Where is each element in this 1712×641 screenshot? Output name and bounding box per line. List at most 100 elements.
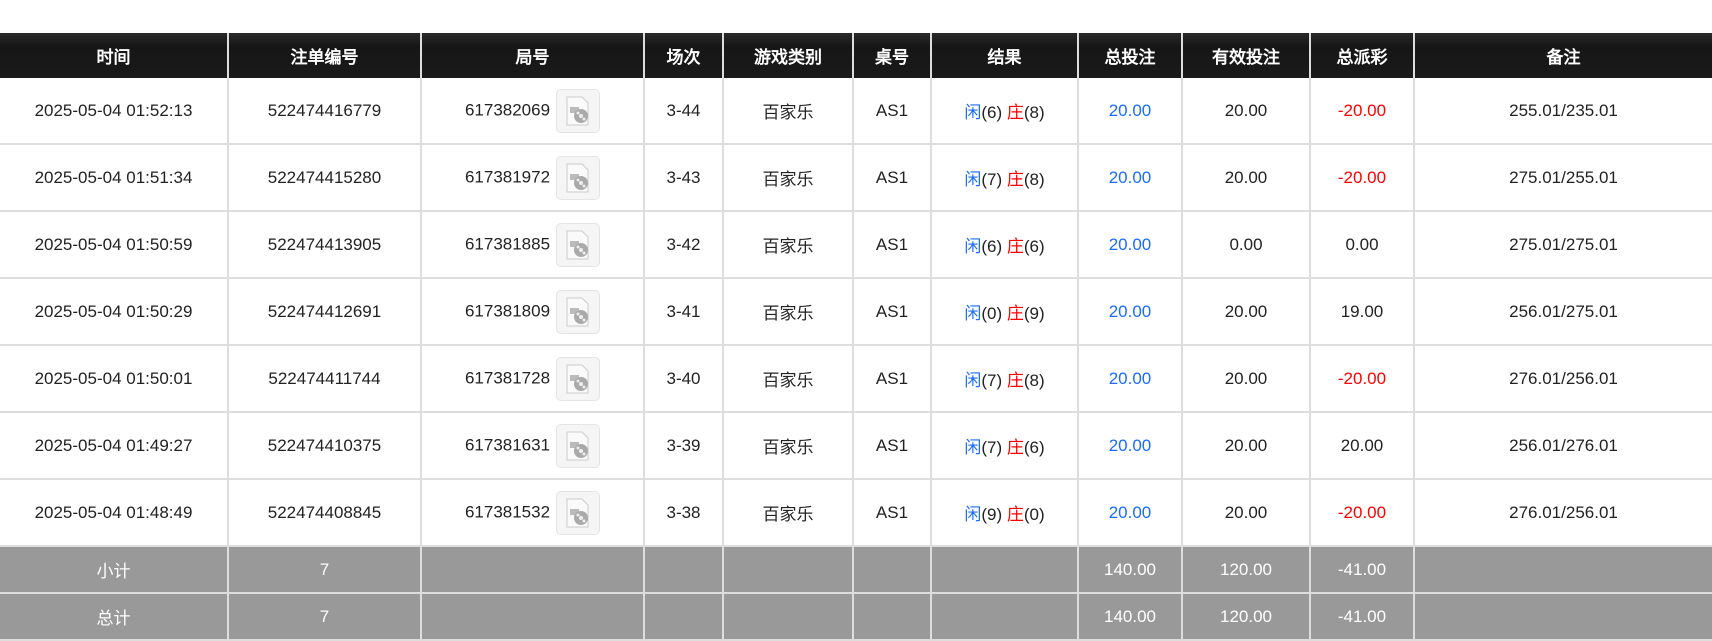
banker-score: (6) [1023,237,1045,256]
cell-total-bet: 20.00 [1077,278,1182,346]
cell-time: 2025-05-04 01:52:13 [0,78,228,145]
player-score: (9) [981,505,1003,524]
player-label: 闲 [964,505,982,524]
bet-history-table: 时间 注单编号 局号 场次 游戏类别 桌号 结果 总投注 有效投注 总派彩 备注 2025-05-0… [0,33,1712,641]
cell-shoe: 3-43 [643,144,723,212]
player-label: 闲 [964,438,982,457]
empty-cell [420,593,644,641]
player-score: (6) [981,103,1003,122]
empty-cell [852,593,931,641]
cell-shoe: 3-40 [643,345,723,413]
cell-game-type: 百家乐 [722,479,853,547]
video-file-icon[interactable] [556,222,601,267]
cell-result: 闲(9) 庄(0) [930,479,1078,547]
header-shoe: 场次 [643,33,723,78]
cell-game-type: 百家乐 [722,278,853,346]
cell-time: 2025-05-04 01:50:01 [0,345,228,413]
cell-time: 2025-05-04 01:48:49 [0,479,228,547]
total-total-bet: 140.00 [1077,593,1182,641]
video-file-icon[interactable] [556,423,601,468]
subtotal-payout: -41.00 [1309,546,1414,594]
header-result: 结果 [930,33,1078,78]
cell-time: 2025-05-04 01:51:34 [0,144,228,212]
video-file-icon[interactable] [556,88,601,133]
video-file-icon[interactable] [556,490,601,535]
round-number: 617381728 [464,367,551,387]
cell-round: 617381972 [420,144,644,212]
empty-cell [643,546,723,594]
cell-bet-id: 522474413905 [227,211,421,279]
cell-total-bet: 20.00 [1077,211,1182,279]
cell-bet-id: 522474415280 [227,144,421,212]
round-number: 617381631 [464,434,551,454]
cell-result: 闲(6) 庄(6) [930,211,1078,279]
cell-valid-bet: 20.00 [1181,78,1310,145]
cell-table-no: AS1 [852,278,931,346]
cell-result: 闲(6) 庄(8) [930,78,1078,145]
banker-score: (6) [1023,438,1045,457]
player-label: 闲 [964,170,982,189]
cell-payout: 20.00 [1309,412,1414,480]
player-label: 闲 [964,103,982,122]
subtotal-count: 7 [227,546,421,594]
player-score: (6) [981,237,1003,256]
player-label: 闲 [964,304,982,323]
cell-time: 2025-05-04 01:49:27 [0,412,228,480]
round-number: 617381532 [464,501,551,521]
header-table-no: 桌号 [852,33,931,78]
cell-bet-id: 522474408845 [227,479,421,547]
video-file-icon[interactable] [556,356,601,401]
banker-label: 庄 [1006,103,1024,122]
cell-total-bet: 20.00 [1077,479,1182,547]
cell-result: 闲(7) 庄(8) [930,345,1078,413]
cell-valid-bet: 20.00 [1181,345,1310,413]
cell-total-bet: 20.00 [1077,144,1182,212]
table-row: 2025-05-04 01:50:01 522474411744 6173817… [0,345,1712,413]
total-label: 总计 [0,593,228,641]
cell-payout: -20.00 [1309,78,1414,145]
cell-bet-id: 522474410375 [227,412,421,480]
cell-bet-id: 522474411744 [227,345,421,413]
video-file-icon[interactable] [556,155,601,200]
cell-result: 闲(0) 庄(9) [930,278,1078,346]
cell-game-type: 百家乐 [722,78,853,145]
banker-score: (9) [1023,304,1045,323]
total-count: 7 [227,593,421,641]
cell-table-no: AS1 [852,412,931,480]
banker-label: 庄 [1006,371,1024,390]
cell-shoe: 3-42 [643,211,723,279]
header-total-bet: 总投注 [1077,33,1182,78]
total-row: 总计 7 140.00 120.00 -41.00 [0,593,1712,641]
cell-valid-bet: 20.00 [1181,144,1310,212]
cell-round: 617381885 [420,211,644,279]
table-row: 2025-05-04 01:51:34 522474415280 6173819… [0,144,1712,212]
cell-valid-bet: 20.00 [1181,412,1310,480]
cell-valid-bet: 20.00 [1181,479,1310,547]
cell-result: 闲(7) 庄(6) [930,412,1078,480]
cell-round: 617381631 [420,412,644,480]
empty-cell [1413,593,1712,641]
cell-payout: 19.00 [1309,278,1414,346]
empty-cell [930,593,1078,641]
player-score: (7) [981,371,1003,390]
total-valid-bet: 120.00 [1181,593,1310,641]
table-row: 2025-05-04 01:50:59 522474413905 6173818… [0,211,1712,279]
cell-payout: 0.00 [1309,211,1414,279]
empty-cell [930,546,1078,594]
subtotal-total-bet: 140.00 [1077,546,1182,594]
cell-round: 617381728 [420,345,644,413]
cell-game-type: 百家乐 [722,211,853,279]
subtotal-valid-bet: 120.00 [1181,546,1310,594]
player-score: (0) [981,304,1003,323]
subtotal-row: 小计 7 140.00 120.00 -41.00 [0,546,1712,594]
video-file-icon[interactable] [556,289,601,334]
cell-total-bet: 20.00 [1077,78,1182,145]
total-payout: -41.00 [1309,593,1414,641]
banker-score: (8) [1023,103,1045,122]
player-label: 闲 [964,237,982,256]
cell-game-type: 百家乐 [722,412,853,480]
cell-table-no: AS1 [852,479,931,547]
cell-note: 255.01/235.01 [1413,78,1712,145]
empty-cell [852,546,931,594]
cell-bet-id: 522474416779 [227,78,421,145]
